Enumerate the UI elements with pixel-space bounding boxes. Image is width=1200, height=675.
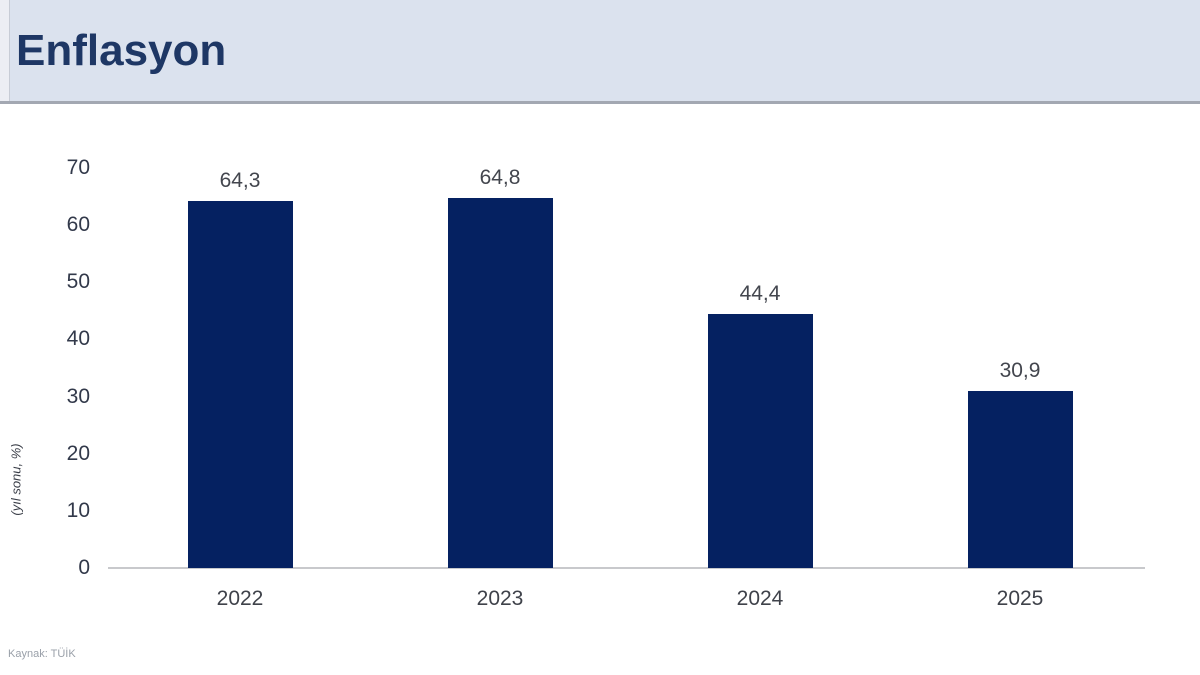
y-axis-title: (yıl sonu, %) — [8, 443, 24, 516]
bar-2022 — [187, 200, 293, 568]
bar-2025 — [967, 391, 1073, 568]
value-label-2025: 30,9 — [999, 359, 1041, 383]
value-label-2023: 64,8 — [479, 165, 521, 189]
source-note: Kaynak: TÜİK — [8, 648, 76, 660]
y-tick-label: 30 — [66, 384, 90, 408]
bar-chart: (yıl sonu, %) 0 10 20 30 40 50 60 70 64,3 2022 64,… — [0, 104, 1200, 675]
header-banner: Enflasyon — [0, 0, 1200, 104]
bar-2024 — [707, 314, 813, 568]
x-tick-label-2025: 2025 — [996, 587, 1044, 610]
value-label-2022: 64,3 — [219, 168, 261, 192]
x-axis-line — [108, 567, 1145, 569]
x-tick-label-2023: 2023 — [476, 587, 524, 610]
y-tick-label: 70 — [66, 156, 90, 179]
y-tick-label: 40 — [66, 327, 90, 351]
y-tick-label: 20 — [66, 441, 90, 465]
bar-2023 — [447, 197, 553, 568]
value-label-2024: 44,4 — [739, 282, 781, 306]
page-title: Enflasyon — [16, 25, 227, 75]
header-left-edge — [0, 0, 10, 101]
y-tick-label: 60 — [66, 213, 90, 237]
y-tick-label: 50 — [66, 270, 90, 294]
y-tick-label: 10 — [66, 498, 90, 522]
x-tick-label-2024: 2024 — [736, 587, 784, 610]
x-tick-label-2022: 2022 — [216, 587, 264, 610]
y-tick-label: 0 — [78, 556, 90, 579]
